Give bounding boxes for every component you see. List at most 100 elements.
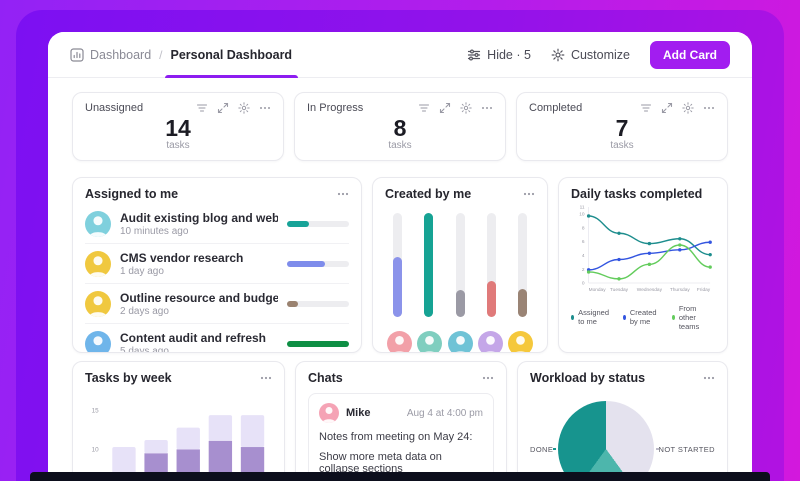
ellipsis-menu-icon[interactable] [482, 372, 494, 384]
pie-connector-left [553, 448, 556, 451]
legend-dot [571, 314, 575, 320]
ellipsis-menu-icon[interactable] [260, 372, 272, 384]
svg-text:15: 15 [92, 408, 100, 415]
ellipsis-menu-icon[interactable] [523, 188, 535, 200]
ellipsis-menu-icon[interactable] [481, 102, 493, 114]
task-row[interactable]: Outline resource and budget needs 2 days… [85, 284, 349, 325]
breadcrumb-dashboard[interactable]: Dashboard [70, 48, 151, 62]
breadcrumb-separator: / [159, 47, 163, 62]
avatar [477, 331, 503, 353]
pie-label-not-started: NOT STARTED [658, 444, 715, 454]
stat-card-title: Unassigned [85, 102, 144, 114]
hide-label: Hide · 5 [487, 47, 531, 62]
task-title: Content audit and refresh [120, 330, 267, 345]
created-by-me-bar [424, 213, 434, 323]
created-by-me-bar [393, 213, 402, 323]
customize-label: Customize [570, 47, 630, 62]
middle-row: Assigned to me Audit existing blog and w… [72, 177, 728, 354]
task-time: 5 days ago [120, 345, 169, 354]
svg-text:0: 0 [582, 281, 585, 287]
breadcrumb: Dashboard / Personal Dashboard [70, 32, 298, 78]
created-by-me-bar [455, 213, 465, 323]
legend-label: Assigned to me [578, 308, 610, 327]
chats-card: Chats Mike Aug 4 at 4:00 pm Notes from m… [295, 361, 507, 472]
chat-message[interactable]: Mike Aug 4 at 4:00 pm Notes from meeting… [308, 393, 494, 472]
avatar [85, 250, 111, 277]
task-row[interactable]: Content audit and refresh 5 days ago [85, 324, 349, 353]
workload-pie-chart [557, 401, 654, 472]
task-row[interactable]: CMS vendor research 1 day ago [85, 244, 349, 285]
card-title: Assigned to me [85, 187, 179, 202]
avatar [417, 331, 443, 353]
add-card-button[interactable]: Add Card [650, 40, 730, 69]
daily-tasks-card: Daily tasks completed 0 2 4 6 8 10 11 Monday Tue… [558, 177, 728, 354]
created-by-me-card: Created by me [372, 177, 548, 354]
tasks-by-week-bar-chart: 51015 [85, 389, 272, 472]
svg-text:2: 2 [582, 267, 585, 273]
ellipsis-menu-icon[interactable] [703, 372, 715, 384]
bottom-row: Tasks by week 51015 Chats [72, 361, 728, 472]
expand-icon[interactable] [439, 102, 451, 114]
svg-text:4: 4 [582, 253, 585, 259]
svg-text:Wednesday: Wednesday [637, 287, 663, 293]
expand-icon[interactable] [217, 102, 229, 114]
gear-icon[interactable] [460, 102, 472, 114]
svg-text:6: 6 [582, 239, 585, 245]
workload-pie-row: DONE NOT STARTED [530, 401, 715, 472]
task-row[interactable]: Audit existing blog and website 10 minut… [85, 204, 349, 245]
avatar [387, 331, 412, 353]
dashboard-content: Unassigned 14 tasks In Progress 8 tasks … [48, 78, 752, 472]
card-title: Daily tasks completed [571, 187, 703, 202]
avatar [447, 331, 473, 353]
daily-tasks-line-chart: 0 2 4 6 8 10 11 Monday Tuesday Wednesday Thursday F… [571, 203, 715, 302]
svg-text:11: 11 [580, 205, 585, 211]
breadcrumb-current-label: Personal Dashboard [170, 47, 293, 62]
avatar [508, 331, 533, 353]
ellipsis-menu-icon[interactable] [259, 102, 271, 114]
task-progress-bar [287, 220, 349, 227]
stat-card-title: In Progress [307, 102, 364, 114]
customize-button[interactable]: Customize [551, 48, 630, 62]
pie-label-done: DONE [530, 444, 554, 454]
expand-icon[interactable] [661, 102, 673, 114]
chat-timestamp: Aug 4 at 4:00 pm [406, 407, 483, 419]
created-by-me-bar [518, 213, 527, 323]
assigned-to-me-card: Assigned to me Audit existing blog and w… [72, 177, 362, 354]
filter-icon[interactable] [418, 102, 430, 114]
legend-label: From other teams [678, 303, 700, 331]
gear-icon [551, 48, 565, 62]
task-time: 1 day ago [120, 265, 164, 277]
dashboard-window: Dashboard / Personal Dashboard Hide · 5 [48, 32, 752, 472]
tab-personal-dashboard[interactable]: Personal Dashboard [164, 32, 298, 78]
ellipsis-menu-icon[interactable] [337, 188, 349, 200]
stat-card-completed: Completed 7 tasks [516, 92, 728, 162]
stat-card-value: 8 [393, 115, 407, 141]
stat-card-in-progress: In Progress 8 tasks [294, 92, 506, 162]
stat-card-unit: tasks [388, 140, 412, 152]
stat-card-value: 7 [615, 115, 629, 141]
stat-card-unit: tasks [166, 140, 190, 152]
svg-text:Thursday: Thursday [670, 287, 691, 293]
created-by-me-bars [385, 201, 535, 323]
gear-icon[interactable] [682, 102, 694, 114]
avatar [85, 330, 111, 353]
card-title: Workload by status [530, 371, 646, 386]
chat-text-line: Show more meta data on collapse sections [319, 451, 442, 472]
workload-by-status-card: Workload by status DONE NOT STARTED [517, 361, 728, 472]
ellipsis-menu-icon[interactable] [703, 102, 715, 114]
stat-card-unassigned: Unassigned 14 tasks [72, 92, 284, 162]
gear-icon[interactable] [238, 102, 250, 114]
task-title: Outline resource and budget needs [120, 290, 278, 305]
task-list: Audit existing blog and website 10 minut… [85, 204, 349, 353]
chat-text-line: Notes from meeting on May 24: [319, 431, 473, 444]
task-progress-bar [287, 260, 349, 267]
avatar [85, 290, 111, 317]
created-by-me-bar [486, 213, 496, 323]
filter-icon[interactable] [640, 102, 652, 114]
legend-dot [671, 314, 675, 320]
card-title: Created by me [385, 187, 472, 202]
svg-text:Tuesday: Tuesday [610, 287, 629, 293]
svg-text:8: 8 [582, 225, 585, 231]
hide-button[interactable]: Hide · 5 [467, 48, 531, 62]
filter-icon[interactable] [196, 102, 208, 114]
